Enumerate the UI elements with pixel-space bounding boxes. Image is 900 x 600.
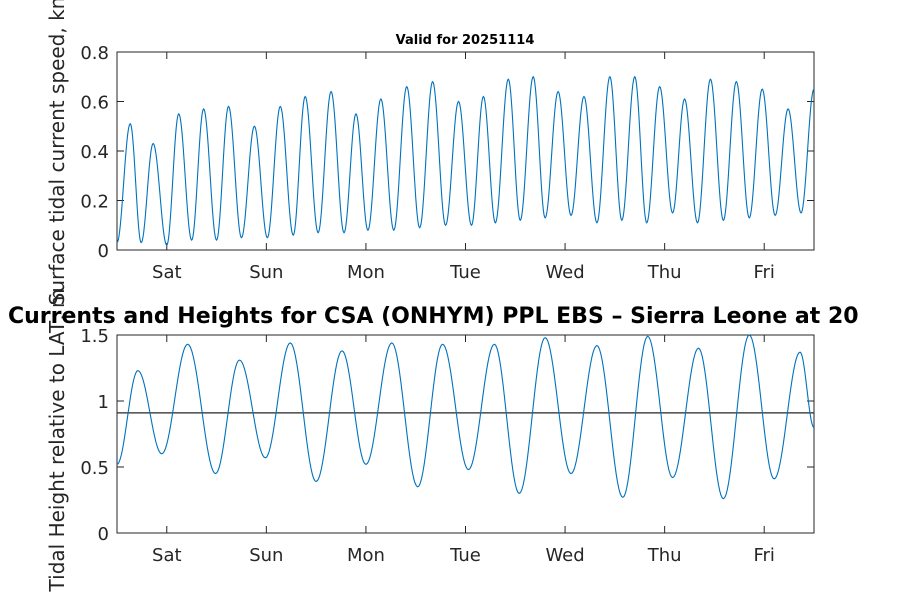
figure-main-title: Currents and Heights for CSA (ONHYM) PPL… [8, 304, 859, 329]
tidal-height-x-tick-label: Sat [152, 545, 182, 566]
tidal-height-y-ticks: 0 0.5 1 1.5 [80, 326, 814, 545]
tidal-height-x-tick-label: Mon [347, 545, 385, 566]
current-speed-x-ticks: Sat Sun Mon Tue Wed Thu Fri [152, 52, 775, 283]
tidal-height-plot-area [116, 334, 815, 534]
tidal-height-chart: 0 0.5 1 1.5 Sat Sun Mon Tue Wed Thu Fri Tidal Hei… [45, 289, 815, 593]
current-speed-series-line [116, 75, 815, 246]
current-speed-y-tick-label: 0 [98, 241, 109, 262]
current-speed-y-tick-label: 0.4 [80, 142, 109, 163]
current-speed-chart: Valid for 20251114 0 0.2 0.4 0.6 0.8 Sat Sun M… [45, 0, 815, 305]
tidal-height-y-tick-label: 1 [98, 392, 109, 413]
tidal-height-x-tick-label: Tue [449, 545, 481, 566]
tidal-height-x-tick-label: Wed [545, 545, 584, 566]
current-speed-x-tick-label: Wed [545, 262, 584, 283]
current-speed-chart-title: Valid for 20251114 [396, 33, 535, 48]
tidal-height-x-tick-label: Sun [249, 545, 283, 566]
current-speed-y-tick-label: 0.6 [80, 93, 109, 114]
tidal-height-y-tick-label: 1.5 [80, 326, 109, 347]
current-speed-x-tick-label: Sun [249, 262, 283, 283]
tidal-height-y-axis-label: Tidal Height relative to LAT, m [45, 289, 69, 593]
current-speed-x-tick-label: Thu [647, 262, 682, 283]
current-speed-y-tick-label: 0.8 [80, 43, 109, 64]
current-speed-x-tick-label: Tue [449, 262, 481, 283]
current-speed-y-ticks: 0 0.2 0.4 0.6 0.8 [80, 43, 814, 262]
tidal-height-y-tick-label: 0 [98, 524, 109, 545]
current-speed-x-tick-label: Sat [152, 262, 182, 283]
current-speed-y-tick-label: 0.2 [80, 192, 109, 213]
tidal-height-x-tick-label: Fri [753, 545, 774, 566]
current-speed-x-tick-label: Mon [347, 262, 385, 283]
tidal-height-y-tick-label: 0.5 [80, 458, 109, 479]
tidal-height-series-line [116, 334, 815, 500]
current-speed-x-tick-label: Fri [753, 262, 774, 283]
tidal-height-x-tick-label: Thu [647, 545, 682, 566]
tidal-height-x-ticks: Sat Sun Mon Tue Wed Thu Fri [152, 335, 775, 566]
current-speed-y-axis-label: Surface tidal current speed, kn [45, 0, 69, 305]
